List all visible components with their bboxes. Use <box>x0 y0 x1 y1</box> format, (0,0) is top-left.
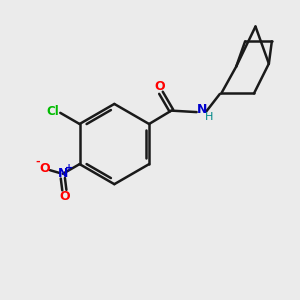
Text: N: N <box>58 167 68 180</box>
Text: -: - <box>36 157 40 167</box>
Text: O: O <box>59 190 70 203</box>
Text: O: O <box>154 80 165 93</box>
Text: N: N <box>197 103 207 116</box>
Text: O: O <box>40 162 50 175</box>
Text: H: H <box>205 112 213 122</box>
Text: +: + <box>65 163 73 173</box>
Text: Cl: Cl <box>47 105 59 118</box>
